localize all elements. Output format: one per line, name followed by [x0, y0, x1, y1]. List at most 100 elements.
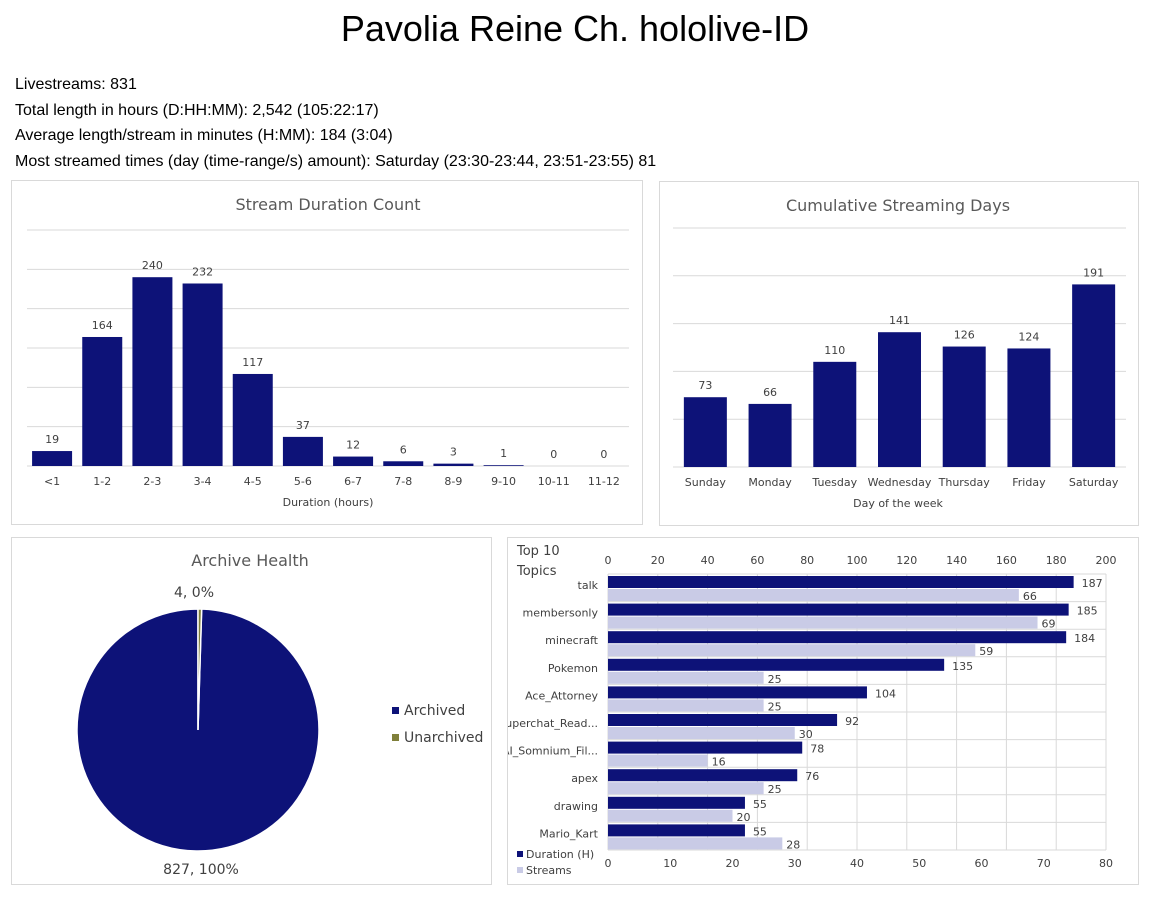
archive-chart: Archive Health 827, 100% 4, 0% Archived Unar…: [76, 551, 483, 878]
stat-livestreams: Livestreams: 831: [15, 76, 137, 93]
chart-title: Cumulative Streaming Days: [786, 196, 1010, 215]
data-label: 185: [1077, 605, 1098, 618]
chart-title: Top 10 Topics: [516, 544, 560, 579]
category-label: Superchat_Read...: [508, 717, 598, 730]
legend-label: Unarchived: [404, 730, 483, 746]
bar-duration: [608, 824, 745, 837]
bar-streams: [608, 837, 783, 850]
bar-streams: [608, 589, 1019, 601]
x-tick-label: Wednesday: [868, 476, 932, 489]
data-label: 30: [799, 728, 813, 741]
x-bottom-tick-label: 40: [850, 857, 864, 870]
x-tick-label: 1-2: [93, 475, 111, 488]
bar: [232, 373, 273, 466]
legend-swatch: [517, 867, 523, 873]
x-top-tick-label: 80: [800, 554, 814, 567]
bar: [433, 463, 474, 466]
category-label: drawing: [554, 800, 598, 813]
x-top-tick-label: 180: [1046, 554, 1067, 567]
bar: [942, 346, 986, 467]
data-label: 12: [346, 439, 360, 452]
x-bottom-tick-label: 0: [605, 857, 612, 870]
bar-duration: [608, 741, 803, 754]
x-axis-label: Duration (hours): [283, 496, 374, 509]
x-bottom-tick-label: 60: [975, 857, 989, 870]
data-label: 76: [805, 770, 819, 783]
days-chart: Cumulative Streaming Days 73 Sunday 66 Monda…: [673, 196, 1126, 510]
x-top-tick-label: 160: [996, 554, 1017, 567]
bar-duration: [608, 603, 1069, 616]
stat-average-length: Average length/stream in minutes (H:MM):…: [15, 127, 393, 145]
bar: [748, 403, 792, 467]
topics-chart: Top 10 Topics 0 20 40 60 80 100 120 140 160 180 200 0…: [498, 544, 1117, 877]
bar-duration: [608, 576, 1074, 588]
data-label: 184: [1074, 632, 1095, 645]
bar-duration: [608, 769, 798, 782]
x-tick-label: 6-7: [344, 475, 362, 488]
stat-total-length: Total length in hours (D:HH:MM): 2,542 (…: [15, 101, 379, 119]
category-label: AI_Somnium_Fil...: [508, 745, 598, 758]
x-tick-label: Thursday: [938, 476, 991, 489]
x-bottom-tick-label: 10: [663, 857, 677, 870]
data-label: 191: [1083, 266, 1104, 279]
bar: [32, 451, 73, 466]
bar-streams: [608, 782, 764, 795]
data-label: 135: [952, 660, 973, 673]
stats-summary: Livestreams: 831 Total length in hours (…: [15, 72, 656, 175]
x-tick-label: 8-9: [444, 475, 462, 488]
x-tick-label: 11-12: [588, 475, 620, 488]
bar: [878, 332, 921, 467]
category-label: apex: [571, 772, 598, 785]
data-label: 92: [845, 715, 859, 728]
data-label: 232: [192, 265, 213, 278]
bar: [483, 465, 524, 466]
x-top-tick-label: 40: [701, 554, 715, 567]
bar: [182, 283, 223, 466]
data-label: 124: [1018, 330, 1039, 343]
data-label: 20: [737, 811, 751, 824]
data-label: 37: [296, 419, 310, 432]
data-label: 16: [712, 756, 726, 769]
days-chart-panel: Cumulative Streaming Days 73 Sunday 66 Monda…: [659, 181, 1139, 526]
x-top-tick-label: 140: [946, 554, 967, 567]
data-label: 104: [875, 687, 896, 700]
category-label: talk: [578, 579, 599, 592]
bar-duration: [608, 658, 945, 671]
data-label: 59: [979, 645, 993, 658]
bar-duration: [608, 796, 745, 809]
x-top-tick-label: 200: [1096, 554, 1117, 567]
data-label: 6: [400, 443, 407, 456]
data-label: 141: [889, 314, 910, 327]
data-label: 110: [824, 344, 845, 357]
bar-duration: [608, 631, 1067, 644]
legend-swatch: [392, 707, 399, 714]
x-axis-label: Day of the week: [853, 497, 943, 510]
x-top-tick-label: 20: [651, 554, 665, 567]
data-label: 66: [1023, 590, 1037, 603]
legend-label: Duration (H): [526, 848, 594, 861]
bar-streams: [608, 809, 733, 822]
x-top-tick-label: 120: [896, 554, 917, 567]
data-label: 25: [768, 673, 782, 686]
data-label: 0: [550, 448, 557, 461]
x-tick-label: <1: [44, 475, 60, 488]
data-label: 117: [242, 356, 263, 369]
x-tick-label: Tuesday: [811, 476, 857, 489]
data-label: 28: [786, 838, 800, 851]
x-tick-label: Sunday: [685, 476, 727, 489]
bar-streams: [608, 754, 708, 767]
category-label: Mario_Kart: [539, 827, 598, 840]
x-top-tick-label: 100: [847, 554, 868, 567]
chart-title: Stream Duration Count: [235, 195, 420, 214]
data-label: 66: [763, 386, 777, 399]
chart-title-line: Top 10: [516, 544, 560, 559]
data-label: 240: [142, 259, 163, 272]
pie-slice: [197, 608, 203, 731]
category-label: Pokemon: [548, 662, 598, 675]
x-tick-label: 5-6: [294, 475, 312, 488]
data-label: 164: [92, 319, 113, 332]
x-tick-label: 9-10: [491, 475, 516, 488]
bar: [383, 461, 424, 466]
chart-title: Archive Health: [191, 551, 309, 570]
bar: [282, 436, 323, 466]
